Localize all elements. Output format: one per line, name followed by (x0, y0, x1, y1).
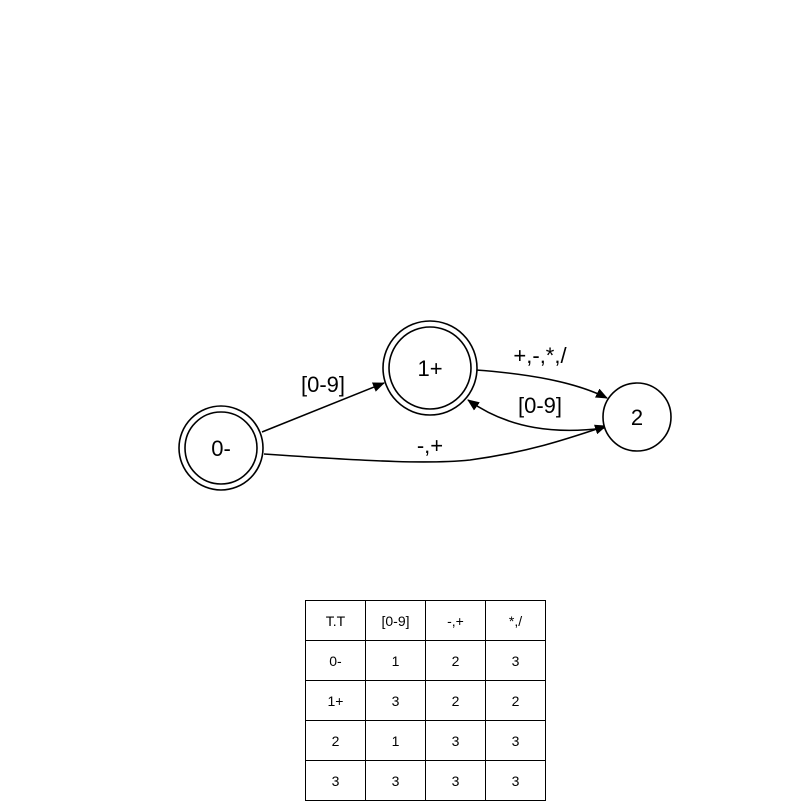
edge-label-1-to-2: +,-,*,/ (513, 343, 567, 368)
table-cell: 2 (305, 720, 366, 761)
table-header-cell: T.T (305, 600, 366, 641)
state-label-0: 0- (211, 436, 231, 461)
table-header-cell: [0-9] (365, 600, 426, 641)
table-cell: 2 (485, 680, 546, 721)
table-cell: 3 (365, 760, 426, 801)
table-row: 1+ 3 2 2 (305, 680, 546, 721)
state-diagram: [0-9] +,-,*,/ [0-9] -,+ 0- 1+ 2 (178, 320, 672, 491)
state-0: 0- (178, 405, 264, 491)
table-row: 0- 1 2 3 (305, 640, 546, 681)
edge-1-to-2 (475, 369, 608, 399)
edge-0-to-2 (263, 424, 607, 463)
state-label-2: 2 (631, 405, 643, 430)
table-cell: 3 (485, 720, 546, 761)
edge-2-to-1 (467, 399, 605, 432)
edge-label-0-to-2: -,+ (417, 433, 443, 458)
table-cell: 1 (365, 720, 426, 761)
transition-table: T.T [0-9] -,+ *,/ 0- 1 2 3 1+ 3 2 2 2 1 … (305, 600, 546, 801)
edge-label-0-to-1: [0-9] (301, 372, 345, 397)
table-cell: 3 (425, 720, 486, 761)
table-cell: 1+ (305, 680, 366, 721)
state-1: 1+ (382, 320, 478, 416)
table-cell: 3 (425, 760, 486, 801)
table-cell: 3 (365, 680, 426, 721)
table-header-row: T.T [0-9] -,+ *,/ (305, 600, 546, 641)
state-label-1: 1+ (417, 356, 442, 381)
table-cell: 3 (485, 760, 546, 801)
table-cell: 0- (305, 640, 366, 681)
table-cell: 3 (305, 760, 366, 801)
table-row: 3 3 3 3 (305, 760, 546, 801)
table-header-cell: *,/ (485, 600, 546, 641)
table-cell: 3 (485, 640, 546, 681)
state-2: 2 (602, 382, 672, 452)
table-row: 2 1 3 3 (305, 720, 546, 761)
edge-label-2-to-1: [0-9] (518, 393, 562, 418)
edge-0-to-1 (261, 382, 385, 433)
table-cell: 1 (365, 640, 426, 681)
table-cell: 2 (425, 640, 486, 681)
table-header-cell: -,+ (425, 600, 486, 641)
table-cell: 2 (425, 680, 486, 721)
